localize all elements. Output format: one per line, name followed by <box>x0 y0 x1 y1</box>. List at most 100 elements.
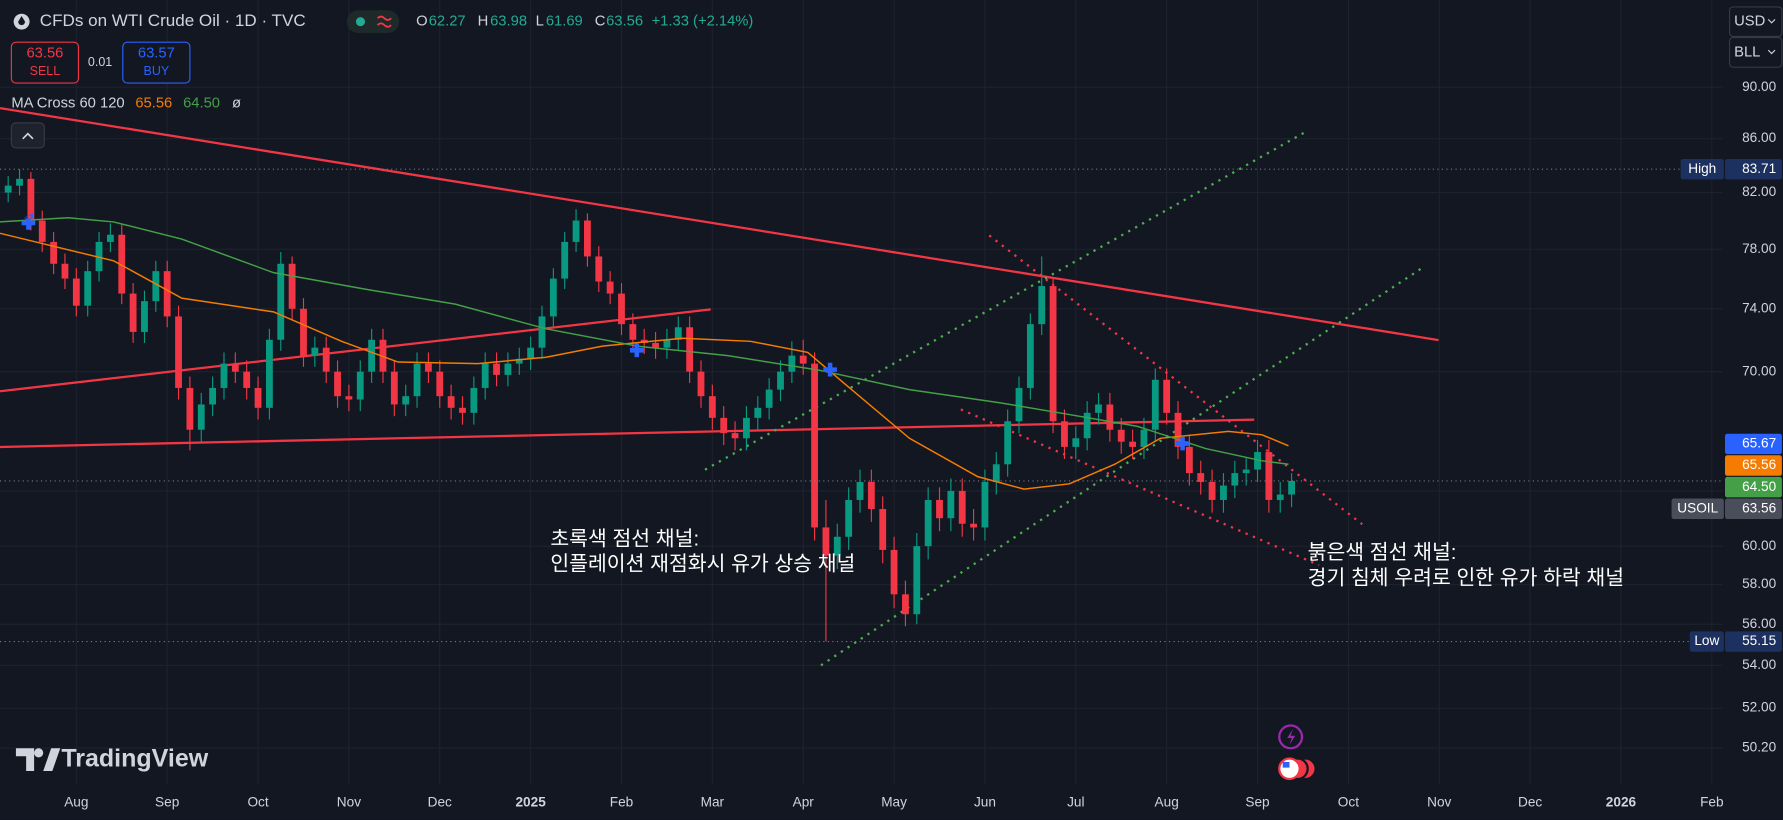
candle-body <box>1095 404 1102 413</box>
candle-body <box>606 281 614 294</box>
candle-body <box>629 324 637 340</box>
candle-body <box>413 363 421 397</box>
badge <box>1725 476 1782 498</box>
candle-body <box>811 363 818 528</box>
buy-label: BUY <box>144 64 170 78</box>
x-tick-label: Sep <box>155 794 179 809</box>
symbol-title[interactable]: CFDs on WTI Crude Oil · 1D · TVC <box>40 11 306 30</box>
candle-body <box>118 234 126 294</box>
candle-body <box>175 316 182 388</box>
badge-text: 55.15 <box>1742 633 1776 648</box>
badge-text: 64.50 <box>1742 479 1777 494</box>
y-tick-label: 50.20 <box>1742 740 1777 755</box>
candle-body <box>538 316 546 348</box>
buy-button[interactable] <box>122 41 191 84</box>
ohlc-value: 63.56 <box>606 14 643 30</box>
candle-body <box>334 371 341 397</box>
y-tick-label: 54.00 <box>1742 657 1777 672</box>
collapse-icon <box>22 132 34 140</box>
candle-body <box>561 241 569 279</box>
candle-body <box>1231 473 1239 486</box>
candle-body <box>231 363 239 372</box>
candle-body <box>1015 387 1023 422</box>
currency-button[interactable] <box>1728 6 1783 38</box>
badge <box>1725 433 1782 455</box>
channel-line[interactable] <box>960 408 1320 567</box>
candle-body <box>16 178 23 186</box>
annotation-text: 경기 침체 우려로 인한 유가 하락 채널 <box>1308 566 1624 589</box>
candle-body <box>1129 441 1136 447</box>
currency: USD <box>1734 14 1765 30</box>
price-badges: High 83.71 65.67 65.56 64.50 USOIL 63.56 Low 55.… <box>0 158 1782 652</box>
channel-line[interactable] <box>704 130 1306 471</box>
y-tick-label: 60.00 <box>1742 538 1777 553</box>
candle-body <box>924 499 932 547</box>
candle-body <box>1151 379 1159 430</box>
candle-body <box>515 358 523 364</box>
collapse-button[interactable] <box>10 122 45 149</box>
badge-tag-text: Low <box>1694 633 1719 648</box>
cross-marker <box>21 212 36 230</box>
candle-body <box>50 241 58 264</box>
y-tick-label: 78.00 <box>1742 241 1777 256</box>
candle-body <box>549 278 557 317</box>
candle-body <box>572 220 580 242</box>
candle-body <box>743 417 750 439</box>
candle-body <box>84 271 92 306</box>
y-tick-label: 74.00 <box>1742 300 1777 315</box>
candle-body <box>720 417 728 434</box>
candle-body <box>1004 421 1012 465</box>
candle-body <box>992 464 1000 482</box>
price-change: +1.33 (+2.14%) <box>652 14 754 30</box>
status-pill[interactable] <box>346 10 400 34</box>
indicator-extra: ø <box>232 95 241 111</box>
candle-body <box>527 347 535 359</box>
candle-body <box>493 363 500 375</box>
badge <box>1725 158 1782 180</box>
event-icon[interactable] <box>1278 757 1301 781</box>
candle-body <box>243 371 251 388</box>
ohlc-key: H <box>478 14 489 30</box>
unit-button[interactable] <box>1728 37 1783 68</box>
candle-body <box>833 536 841 556</box>
trend-line[interactable] <box>0 106 1439 342</box>
x-tick-label: May <box>881 794 907 809</box>
candle-body <box>1174 412 1182 447</box>
candle-body <box>754 407 762 418</box>
candle-body <box>1242 469 1250 474</box>
buy-price: 63.57 <box>138 45 175 61</box>
candle-body <box>345 396 353 400</box>
y-tick-label: 56.00 <box>1742 616 1777 631</box>
candle-body <box>879 509 887 550</box>
badge-tag <box>1671 498 1724 519</box>
candle-body <box>402 396 410 405</box>
indicator-name[interactable]: MA Cross 60 120 <box>11 95 124 111</box>
x-tick-label: Sep <box>1245 794 1269 809</box>
x-tick-label: Jun <box>974 794 996 809</box>
candle-body <box>436 371 444 397</box>
candle-body <box>708 396 716 418</box>
candle-body <box>1208 481 1216 500</box>
trend-line[interactable] <box>0 418 1255 449</box>
candle-body <box>845 499 853 537</box>
flag-canton <box>1282 761 1290 768</box>
moving-averages <box>0 216 1289 490</box>
candle-body <box>1163 379 1171 413</box>
trend-line[interactable] <box>0 308 711 393</box>
badge-text: 83.71 <box>1742 161 1776 176</box>
candle-body <box>663 339 671 348</box>
y-tick-label: 90.00 <box>1742 79 1777 94</box>
channel-line[interactable] <box>820 267 1423 667</box>
candle-body <box>4 185 12 193</box>
badge-text: 63.56 <box>1742 500 1776 515</box>
candle-body <box>947 490 955 519</box>
indicator-value: 64.50 <box>183 95 220 111</box>
candle-body <box>504 363 512 375</box>
candle-body <box>265 339 273 408</box>
candle-body <box>425 363 432 372</box>
ohlc-key: O <box>416 14 428 30</box>
candle-body <box>254 387 262 408</box>
sell-button[interactable] <box>10 41 80 84</box>
candle-body <box>481 363 489 388</box>
y-tick-label: 86.00 <box>1742 130 1777 145</box>
